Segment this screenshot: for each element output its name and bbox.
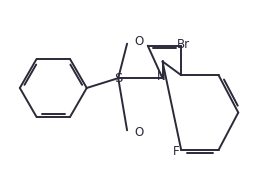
Text: F: F — [173, 145, 180, 158]
Text: Br: Br — [177, 38, 190, 51]
Text: N: N — [157, 70, 166, 83]
Text: S: S — [114, 72, 122, 85]
Text: O: O — [134, 126, 143, 139]
Text: O: O — [134, 35, 143, 48]
